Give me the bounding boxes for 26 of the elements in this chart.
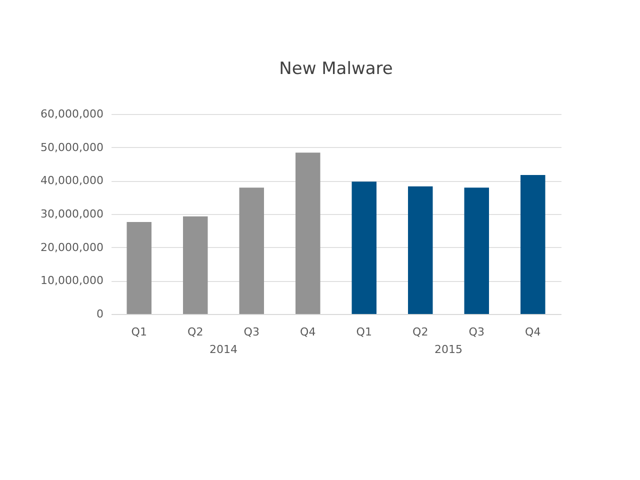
text: 2014 xyxy=(210,343,238,356)
x-tick-label: Q3 xyxy=(244,326,260,338)
x-tick-label: Q2 xyxy=(188,326,204,338)
bar xyxy=(464,188,489,314)
bar xyxy=(352,182,376,314)
text: 2015 xyxy=(434,343,462,356)
x-tick-label: Q1 xyxy=(131,326,147,338)
bar xyxy=(183,216,208,314)
x-tick-label: Q4 xyxy=(525,326,541,338)
y-tick-label: 30,000,000 xyxy=(40,208,104,220)
bar xyxy=(408,186,433,314)
x-tick-label: Q1 xyxy=(356,326,372,338)
x-tick-label: Q2 xyxy=(412,326,428,338)
y-tick-label: 10,000,000 xyxy=(40,274,104,288)
bar xyxy=(239,188,264,314)
bar xyxy=(126,222,152,314)
bar xyxy=(296,152,320,314)
y-tick-label: 0 xyxy=(96,308,104,320)
x-tick-label: Q3 xyxy=(468,326,484,338)
y-tick-label: 50,000,000 xyxy=(40,140,104,154)
chart-title: New Malware xyxy=(279,59,393,79)
bar xyxy=(520,175,546,314)
x-tick-label: Q4 xyxy=(300,326,316,338)
y-tick-label: 20,000,000 xyxy=(40,240,104,254)
y-tick-label: 60,000,000 xyxy=(40,108,104,120)
y-tick-label: 40,000,000 xyxy=(40,174,104,188)
